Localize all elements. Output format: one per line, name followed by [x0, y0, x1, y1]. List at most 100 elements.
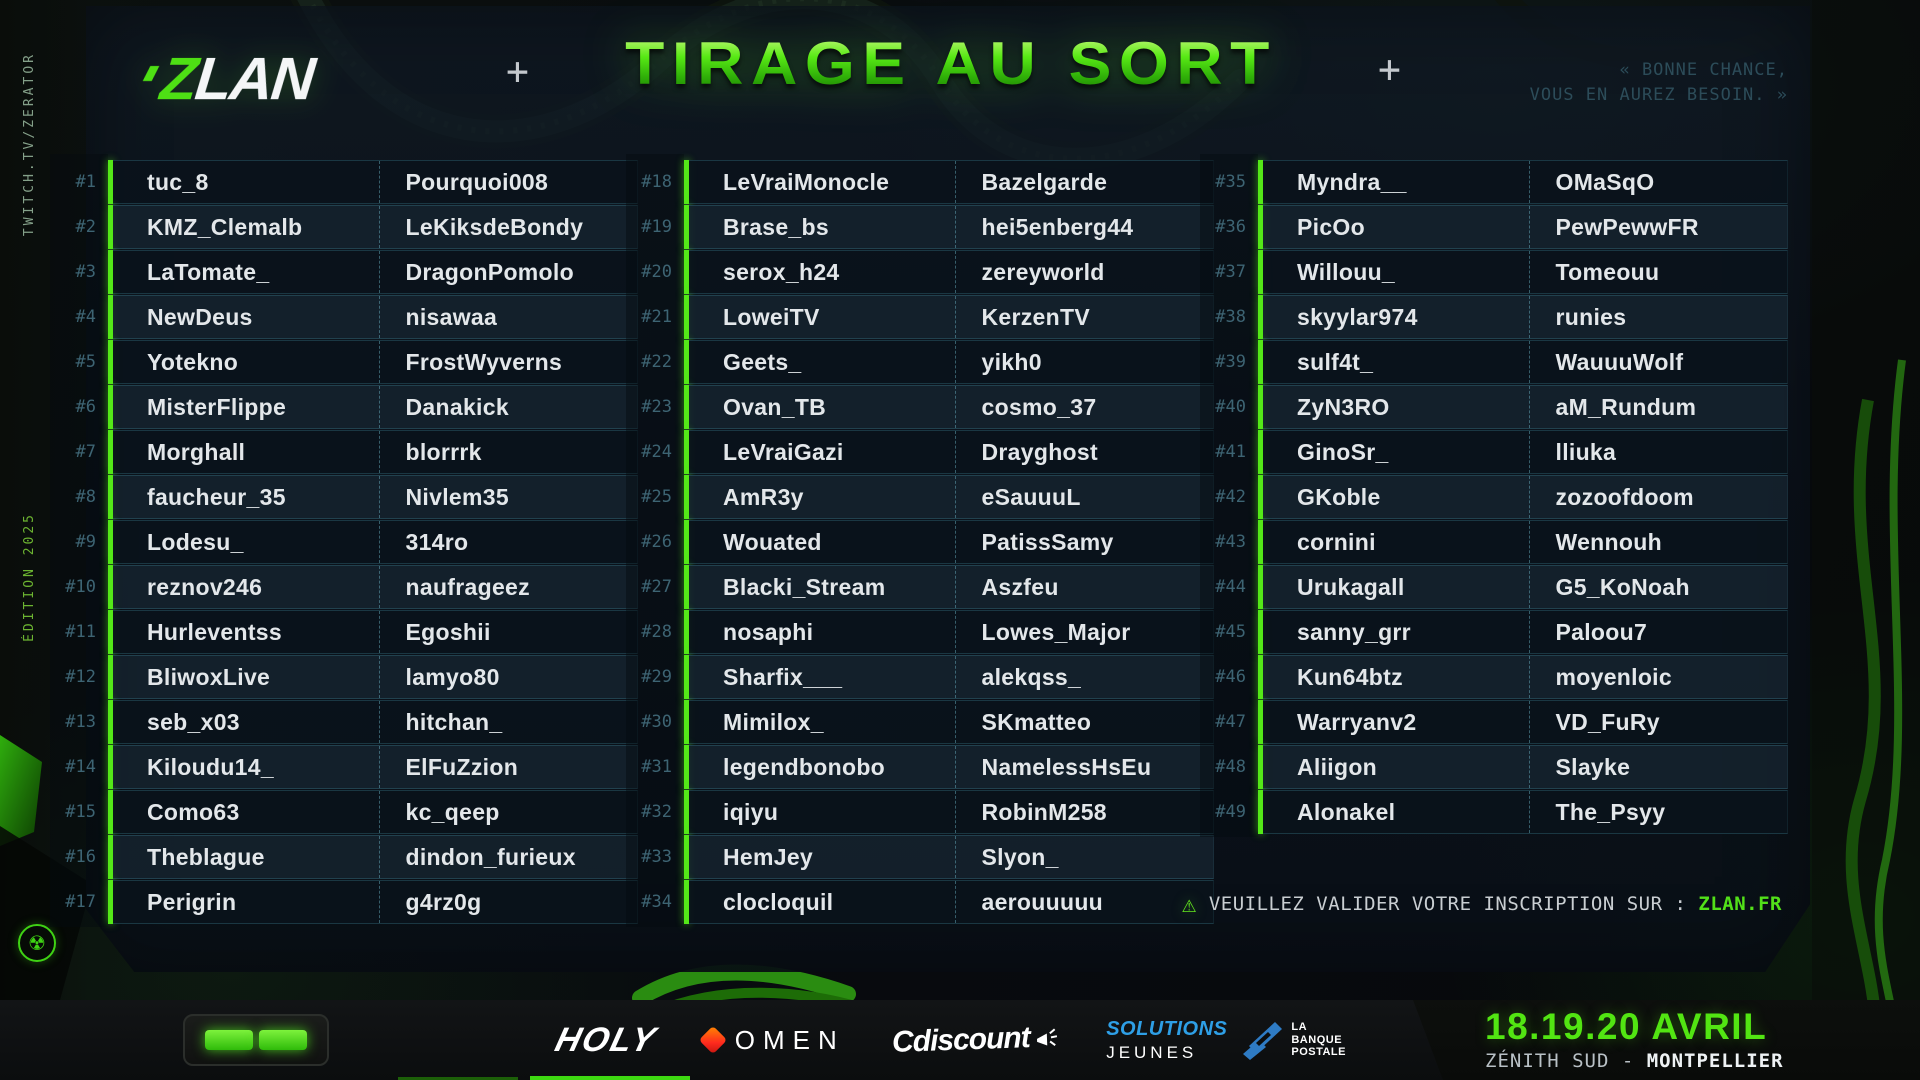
- player-name-right: Wennouh: [1528, 521, 1788, 563]
- row-accent-bar: [108, 430, 113, 474]
- team-row: #42 GKoble zozoofdoom: [1200, 475, 1790, 519]
- team-row: #20 serox_h24 zereyworld: [626, 250, 1216, 294]
- row-accent-bar: [1258, 520, 1263, 564]
- console-device-image: [183, 1014, 329, 1066]
- row-accent-bar: [108, 655, 113, 699]
- player-name-left: reznov246: [147, 573, 263, 600]
- row-accent-bar: [684, 790, 689, 834]
- row-number: #6: [75, 397, 96, 417]
- row-number: #14: [65, 757, 96, 777]
- logo-lan: LAN: [192, 45, 317, 112]
- row-number: #19: [641, 217, 672, 237]
- team-row: #35 Myndra__ OMaSqO: [1200, 160, 1790, 204]
- team-cells: Mimilox_ SKmatteo: [689, 700, 1214, 744]
- player-name-right: hitchan_: [378, 701, 638, 743]
- event-date-panel: 18.19.20 AVRIL ZÉNITH SUD - MONTPELLIER: [1413, 1000, 1920, 1080]
- row-number: #33: [641, 847, 672, 867]
- player-name-left: GKoble: [1297, 483, 1381, 510]
- player-name-left: Lodesu_: [147, 528, 244, 555]
- row-accent-bar: [684, 475, 689, 519]
- player-name-right: Lowes_Major: [954, 611, 1214, 653]
- row-number: #42: [1215, 487, 1246, 507]
- team-cells: iqiyu RobinM258: [689, 790, 1214, 834]
- player-name-left: cornini: [1297, 528, 1376, 555]
- row-number: #37: [1215, 262, 1246, 282]
- team-cells: Kun64btz moyenloic: [1263, 655, 1788, 699]
- team-row: #17 Perigrin g4rz0g: [50, 880, 640, 924]
- row-accent-bar: [684, 835, 689, 879]
- player-name-right: Pourquoi008: [378, 161, 638, 203]
- team-cells: Kiloudu14_ ElFuZzion: [113, 745, 638, 789]
- registration-warning: ⚠ VEUILLEZ VALIDER VOTRE INSCRIPTION SUR…: [1182, 892, 1782, 916]
- jeunes-text: JEUNES: [1106, 1042, 1198, 1062]
- player-name-left: Myndra__: [1297, 168, 1407, 195]
- player-name-right: FrostWyverns: [378, 341, 638, 383]
- team-row: #7 Morghall blorrrk: [50, 430, 640, 474]
- row-number: #45: [1215, 622, 1246, 642]
- team-cells: Aliigon Slayke: [1263, 745, 1788, 789]
- warning-text: VEUILLEZ VALIDER VOTRE INSCRIPTION SUR :: [1208, 893, 1687, 915]
- player-name-left: Como63: [147, 798, 240, 825]
- row-number: #49: [1215, 802, 1246, 822]
- team-cells: Myndra__ OMaSqO: [1263, 160, 1788, 204]
- team-row: #48 Aliigon Slayke: [1200, 745, 1790, 789]
- team-row: #40 ZyN3RO aM_Rundum: [1200, 385, 1790, 429]
- team-row: #45 sanny_grr Paloou7: [1200, 610, 1790, 654]
- team-row: #37 Willouu_ Tomeouu: [1200, 250, 1790, 294]
- team-row: #41 GinoSr_ lliuka: [1200, 430, 1790, 474]
- player-name-left: HemJey: [723, 843, 814, 870]
- player-name-right: Paloou7: [1528, 611, 1788, 653]
- team-row: #24 LeVraiGazi Drayghost: [626, 430, 1216, 474]
- team-row: #6 MisterFlippe Danakick: [50, 385, 640, 429]
- player-name-right: Tomeouu: [1528, 251, 1788, 293]
- row-number: #15: [65, 802, 96, 822]
- player-name-left: Wouated: [723, 528, 822, 555]
- team-cells: Warryanv2 VD_FuRy: [1263, 700, 1788, 744]
- plus-decoration-left: +: [506, 52, 529, 90]
- row-accent-bar: [684, 610, 689, 654]
- player-name-right: aM_Rundum: [1528, 386, 1788, 428]
- row-accent-bar: [1258, 565, 1263, 609]
- team-row: #9 Lodesu_ 314ro: [50, 520, 640, 564]
- row-accent-bar: [108, 160, 113, 204]
- device-green-button-right: [259, 1030, 307, 1050]
- row-accent-bar: [108, 835, 113, 879]
- player-name-left: Morghall: [147, 438, 246, 465]
- team-cells: ZyN3RO aM_Rundum: [1263, 385, 1788, 429]
- player-name-right: NamelessHsEu: [954, 746, 1214, 788]
- row-number: #31: [641, 757, 672, 777]
- team-row: #46 Kun64btz moyenloic: [1200, 655, 1790, 699]
- team-row: #29 Sharfix___ alekqss_: [626, 655, 1216, 699]
- footer-bar: HOLY OMEN Cdiscount SOLUTIONS JEUNES: [0, 1000, 1920, 1080]
- team-cells: sanny_grr Paloou7: [1263, 610, 1788, 654]
- omen-diamond-icon: [698, 1025, 727, 1055]
- row-accent-bar: [684, 655, 689, 699]
- player-name-right: VD_FuRy: [1528, 701, 1788, 743]
- row-accent-bar: [1258, 655, 1263, 699]
- row-accent-bar: [1258, 160, 1263, 204]
- team-cells: PicOo PewPewwFR: [1263, 205, 1788, 249]
- player-name-left: Blacki_Stream: [723, 573, 886, 600]
- team-row: #11 Hurleventss Egoshii: [50, 610, 640, 654]
- player-name-right: moyenloic: [1528, 656, 1788, 698]
- player-name-left: PicOo: [1297, 213, 1365, 240]
- row-number: #18: [641, 172, 672, 192]
- row-accent-bar: [684, 295, 689, 339]
- row-number: #1: [75, 172, 96, 192]
- warning-icon: ⚠: [1181, 890, 1197, 918]
- team-row: #13 seb_x03 hitchan_: [50, 700, 640, 744]
- banque-l3: POSTALE: [1291, 1046, 1346, 1059]
- player-name-right: PewPewwFR: [1528, 206, 1788, 248]
- team-cells: seb_x03 hitchan_: [113, 700, 638, 744]
- zlan-fr-link[interactable]: ZLAN.FR: [1698, 893, 1782, 915]
- omen-wordmark: OMEN: [734, 1024, 845, 1055]
- team-cells: nosaphi Lowes_Major: [689, 610, 1214, 654]
- player-name-left: sulf4t_: [1297, 348, 1374, 375]
- row-number: #46: [1215, 667, 1246, 687]
- row-number: #22: [641, 352, 672, 372]
- row-number: #48: [1215, 757, 1246, 777]
- player-name-right: 314ro: [378, 521, 638, 563]
- team-cells: Hurleventss Egoshii: [113, 610, 638, 654]
- row-accent-bar: [1258, 430, 1263, 474]
- team-cells: HemJey Slyon_: [689, 835, 1214, 879]
